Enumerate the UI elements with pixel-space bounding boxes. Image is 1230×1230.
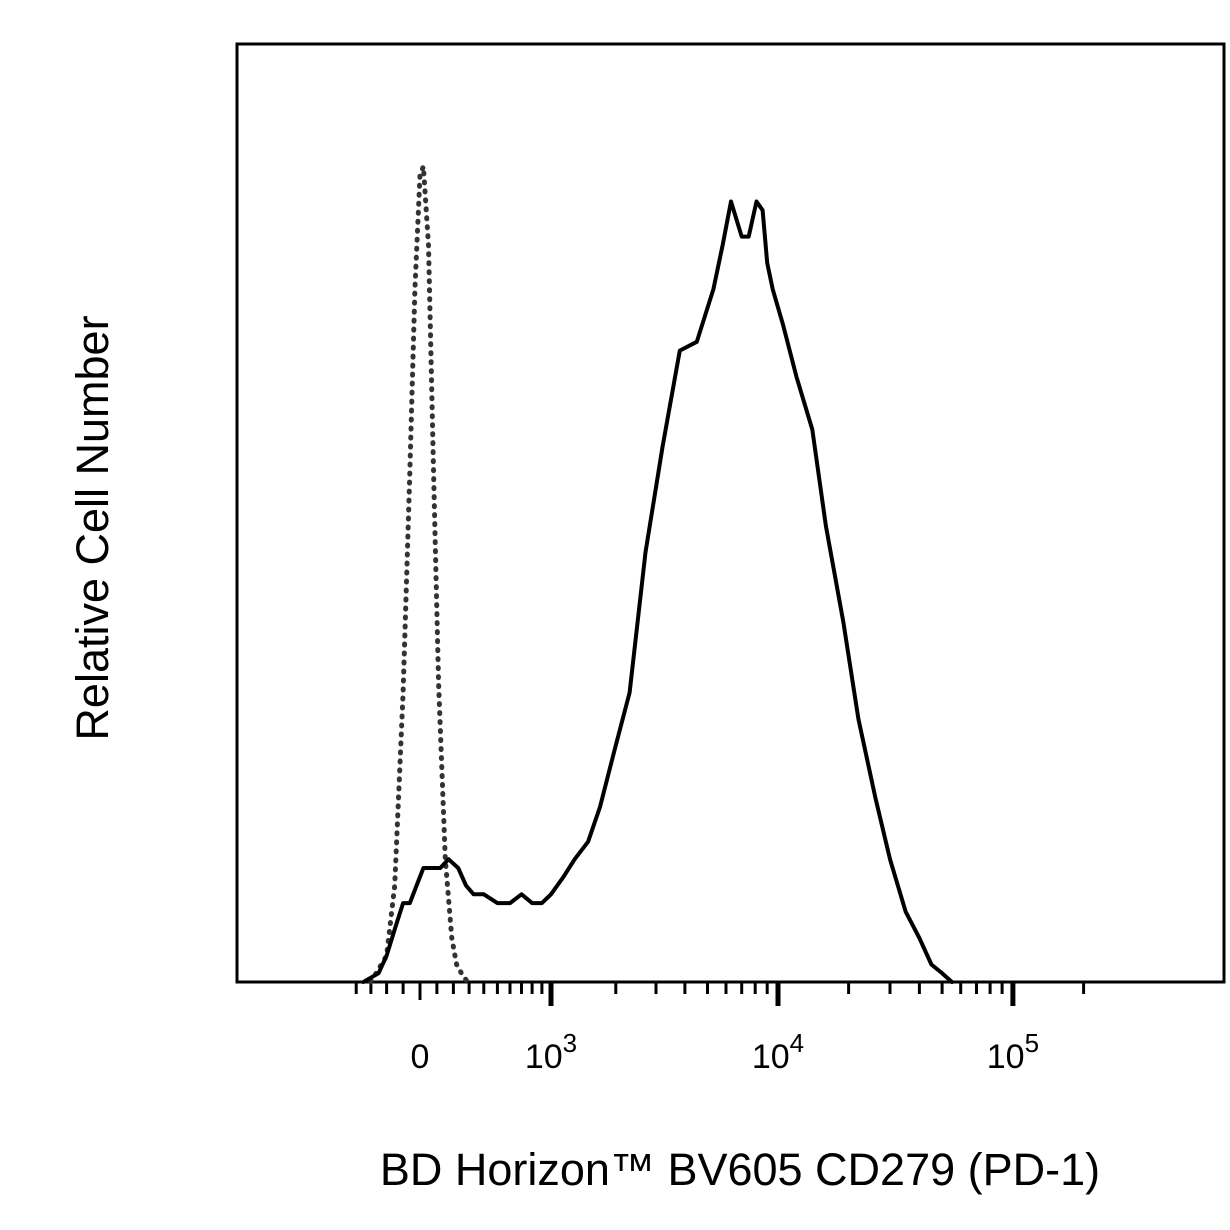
x-axis-ticks [354, 982, 1086, 1006]
x-axis-tick-labels: 0 103 104 105 [411, 1028, 1040, 1076]
x-axis-tick-label: 103 [525, 1028, 577, 1076]
x-axis-title: BD Horizon™ BV605 CD279 (PD-1) [380, 1144, 1100, 1195]
x-axis-tick-label: 105 [987, 1028, 1039, 1076]
y-axis-title: Relative Cell Number [67, 315, 118, 740]
plot-frame [235, 42, 1226, 984]
stained-histogram-solid-line [361, 199, 954, 984]
control-histogram-dotted-line [368, 163, 471, 985]
x-axis-tick-label: 0 [411, 1038, 430, 1076]
x-axis-tick-label: 104 [752, 1028, 804, 1076]
histogram-series [361, 163, 954, 985]
